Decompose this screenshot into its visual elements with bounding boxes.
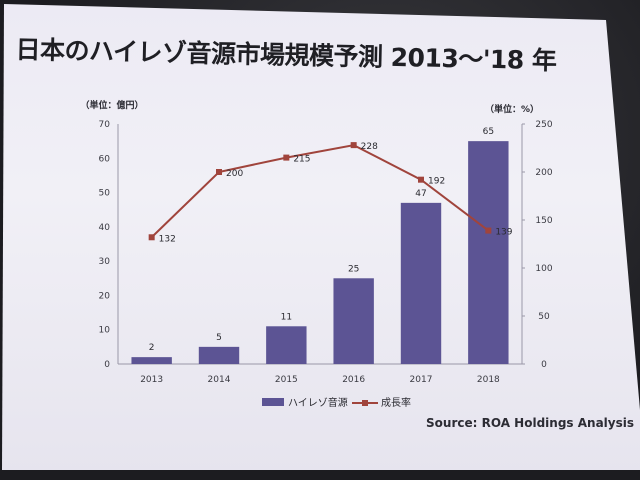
bar-data-label: 5	[216, 333, 222, 343]
right-tick-label: 50	[538, 312, 550, 322]
bar-data-label: 25	[348, 264, 359, 274]
right-tick-label: 100	[535, 264, 552, 274]
right-axis-unit: （単位：%）	[485, 103, 539, 115]
line-data-label: 139	[495, 228, 512, 238]
line-series: 132 200 215 228 192 139	[148, 142, 513, 244]
line-data-label: 200	[226, 169, 243, 179]
x-tick-label: 2013	[140, 375, 163, 385]
line-data-label: 215	[293, 155, 310, 165]
growth-line	[150, 144, 489, 238]
x-tick-label: 2018	[477, 375, 500, 385]
left-tick-label: 0	[104, 360, 110, 370]
right-tick-label: 150	[535, 216, 552, 226]
bar	[266, 326, 307, 364]
bar-data-label: 47	[415, 189, 426, 199]
line-data-label: 228	[361, 142, 378, 152]
right-tick-label: 250	[535, 120, 552, 130]
left-tick-label: 70	[99, 120, 111, 130]
x-tick-label: 2016	[342, 375, 365, 385]
left-tick-label: 40	[99, 223, 111, 233]
line-point	[350, 142, 357, 149]
left-axis-unit: （単位：億円）	[80, 99, 143, 111]
x-tick-label: 2014	[208, 375, 231, 385]
legend-label-line: 成長率	[381, 396, 411, 409]
x-tick-label: 2015	[275, 375, 298, 385]
line-point	[418, 176, 424, 183]
line-point	[216, 169, 222, 175]
bar-data-label: 11	[281, 312, 292, 322]
bar	[468, 141, 509, 364]
chart-legend: ハイレゾ音源 成長率	[262, 396, 411, 409]
bar	[198, 346, 240, 364]
chart-axes: 0 10 20 30 40 50 60 70 0 50 100 150 200 250 （単位：億円） （単位…	[80, 99, 552, 385]
right-tick-label: 0	[541, 360, 547, 370]
left-tick-label: 30	[99, 257, 111, 267]
legend-label-bars: ハイレゾ音源	[288, 396, 348, 409]
bar	[131, 357, 172, 364]
bar	[400, 202, 442, 364]
right-tick-label: 200	[535, 168, 552, 178]
line-point	[283, 154, 290, 161]
line-point	[148, 234, 155, 241]
bar-data-label: 65	[483, 127, 494, 137]
left-tick-label: 20	[99, 291, 111, 301]
x-tick-label: 2017	[410, 375, 433, 385]
line-data-label: 132	[159, 234, 176, 244]
bar	[333, 278, 374, 364]
line-data-label: 192	[428, 177, 445, 187]
source-note: Source: ROA Holdings Analysis	[426, 416, 634, 430]
left-tick-label: 10	[99, 326, 111, 336]
left-tick-label: 60	[99, 154, 111, 164]
left-tick-label: 50	[99, 189, 111, 199]
legend-swatch-bars	[262, 398, 284, 406]
legend-swatch-marker	[362, 400, 368, 406]
line-point	[485, 227, 492, 234]
bar-data-label: 2	[149, 343, 155, 353]
